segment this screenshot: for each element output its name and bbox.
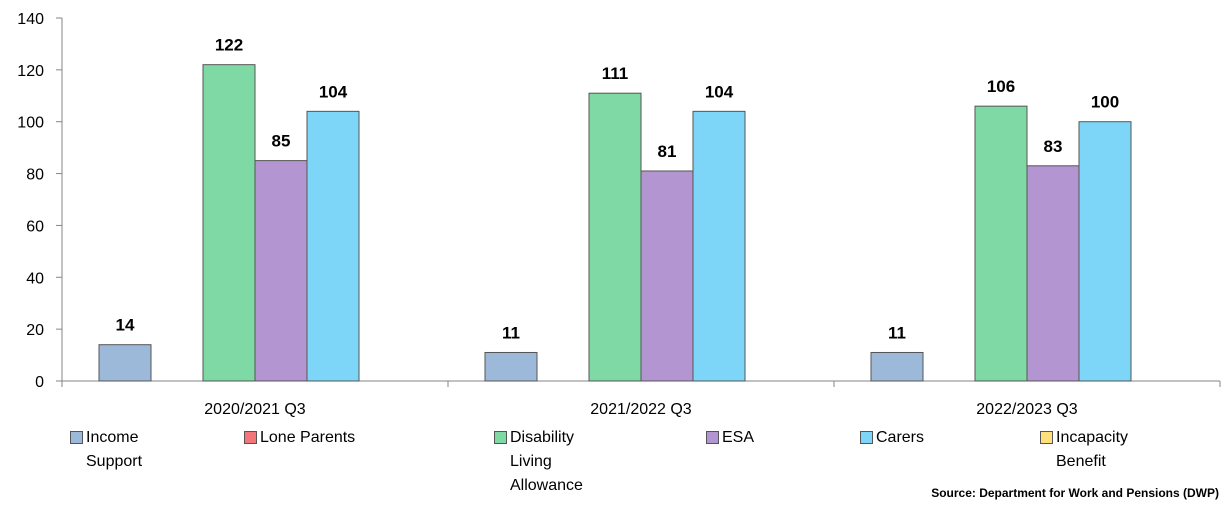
bar — [306, 110, 360, 382]
y-tick-label: 20 — [26, 322, 44, 339]
y-tick-label: 140 — [17, 11, 44, 28]
legend-swatch — [244, 431, 257, 444]
bar — [588, 92, 642, 382]
legend-label: Disability Living Allowance — [510, 426, 583, 498]
legend-item: ESA — [706, 426, 754, 450]
y-tick-label: 40 — [26, 270, 44, 287]
legend-swatch — [70, 431, 83, 444]
x-tick-label: 2020/2021 Q3 — [204, 401, 306, 418]
legend-label-line: Benefit — [1056, 453, 1106, 470]
data-label: 104 — [319, 82, 348, 101]
bar — [484, 351, 538, 382]
data-label: 81 — [658, 142, 677, 161]
legend-item: Carers — [860, 426, 924, 450]
legend-label-line: ESA — [722, 429, 755, 446]
bar — [870, 351, 924, 382]
y-tick-label: 120 — [17, 63, 44, 80]
bar — [254, 160, 308, 382]
legend-label-line: Living — [510, 453, 552, 470]
legend-item: Lone Parents — [244, 426, 355, 450]
legend-swatch — [494, 431, 507, 444]
legend-label: Carers — [876, 426, 924, 450]
legend-label-line: Allowance — [510, 477, 583, 494]
legend-label-line: Incapacity — [1056, 429, 1129, 446]
data-label: 11 — [888, 323, 906, 342]
bar — [98, 344, 152, 382]
data-label: 100 — [1091, 93, 1119, 112]
legend-swatch — [706, 431, 719, 444]
bar — [640, 170, 694, 382]
legend-label-line: Income — [86, 429, 139, 446]
legend-label-line: Carers — [876, 429, 925, 446]
legend-swatch — [860, 431, 873, 444]
data-label: 104 — [705, 82, 734, 101]
legend-item: Income Support — [70, 426, 142, 474]
legend-label-line: Disability — [510, 429, 575, 446]
data-label: 85 — [272, 132, 291, 151]
data-label: 11 — [502, 323, 520, 342]
bar — [692, 110, 746, 382]
data-label: 122 — [215, 36, 243, 55]
legend-label: Lone Parents — [260, 426, 355, 450]
data-label: 83 — [1044, 137, 1063, 156]
legend-label: ESA — [722, 426, 754, 450]
x-tick-label: 2022/2023 Q3 — [976, 401, 1078, 418]
y-tick-label: 60 — [26, 218, 44, 235]
bar — [1026, 165, 1080, 382]
legend: Income Support Lone Parents Disability Livin… — [0, 426, 1223, 496]
bar-chart: 0 20 40 60 80 100 120 140 2020/2021 Q3 2021/2022 … — [17, 11, 1221, 418]
data-label: 106 — [987, 77, 1015, 96]
legend-label-line: Lone Parents — [260, 429, 356, 446]
y-tick-label: 100 — [17, 115, 44, 132]
y-tick-label: 80 — [26, 167, 44, 184]
bar — [1078, 121, 1132, 382]
x-tick-label: 2021/2022 Q3 — [590, 401, 692, 418]
y-tick-label: 0 — [35, 374, 44, 391]
legend-label-line: Support — [86, 453, 143, 470]
legend-item: Disability Living Allowance — [494, 426, 583, 498]
bar — [202, 64, 256, 382]
data-label: 111 — [602, 64, 629, 83]
source-note: Source: Department for Work and Pensions… — [931, 486, 1219, 500]
data-label: 14 — [116, 316, 135, 335]
bar — [974, 105, 1028, 382]
legend-label: Income Support — [86, 426, 142, 474]
legend-label: Incapacity Benefit — [1056, 426, 1128, 474]
legend-item: Incapacity Benefit — [1040, 426, 1128, 474]
legend-swatch — [1040, 431, 1053, 444]
